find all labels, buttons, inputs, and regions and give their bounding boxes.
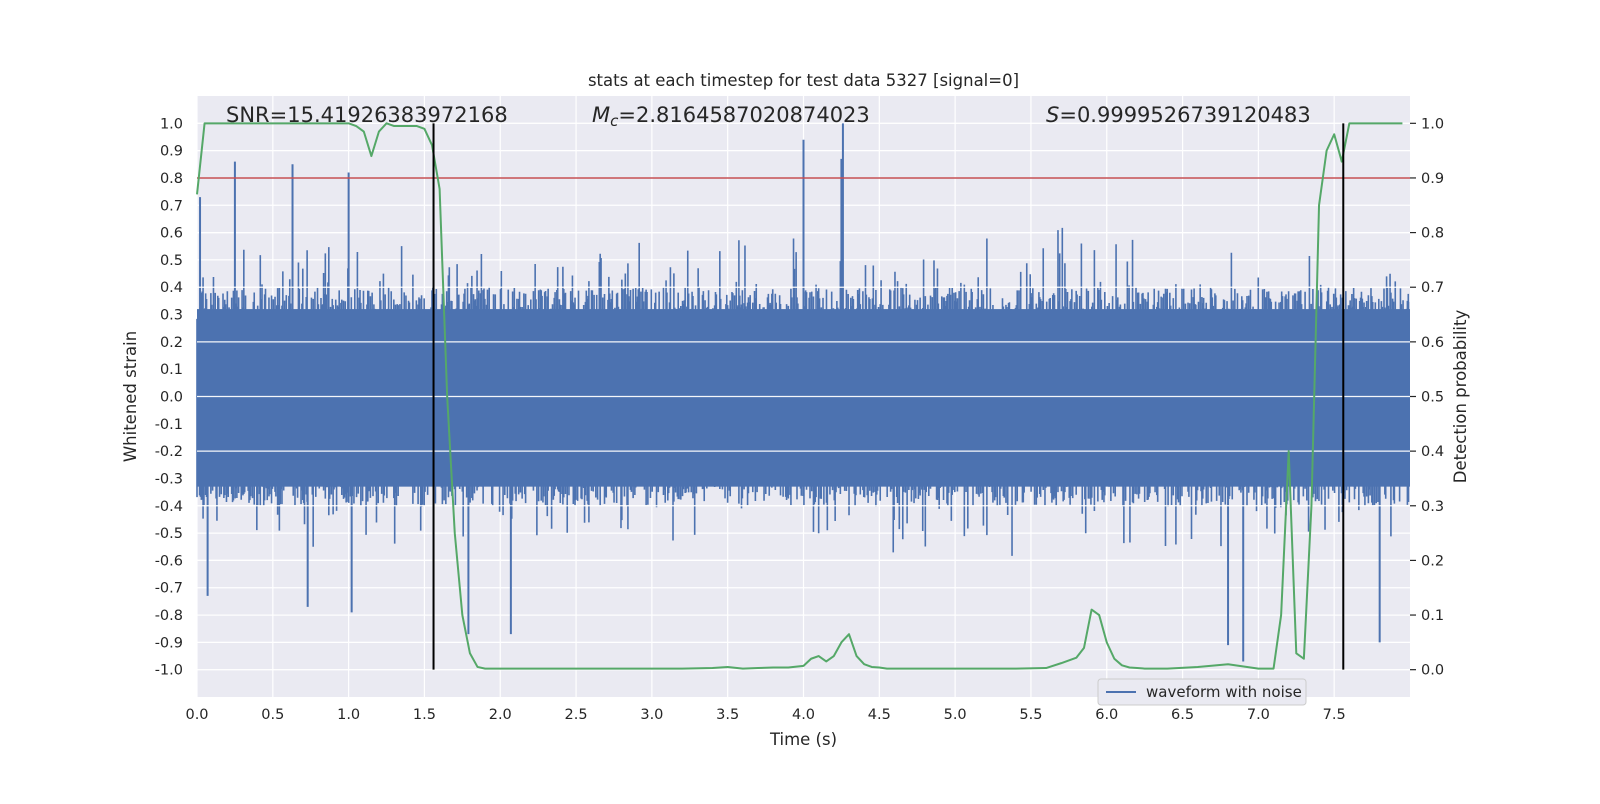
mc-value: =2.8164587020874023 [618, 103, 869, 127]
y-right-tick-label: 1.0 [1421, 116, 1444, 132]
tick-layer: 0.0 0.5 1.0 1.5 2.0 2.5 3.0 3.5 4.0 4.5 5.0 5.5 6.0 6… [155, 116, 1444, 723]
y-left-tick-label: 0.8 [160, 171, 183, 187]
score-annotation: S=0.9999526739120483 [1046, 103, 1311, 127]
s-symbol: S [1046, 103, 1059, 127]
x-tick-label: 7.0 [1247, 707, 1270, 723]
x-tick-label: 3.5 [716, 707, 739, 723]
x-tick-label: 7.5 [1323, 707, 1346, 723]
x-tick-label: 3.0 [640, 707, 663, 723]
y-right-tick-label: 0.5 [1421, 390, 1444, 406]
x-tick-label: 0.5 [261, 707, 284, 723]
y-left-tick-label: -0.1 [155, 417, 183, 433]
y-left-tick-label: -0.2 [155, 444, 183, 460]
x-tick-label: 5.5 [1019, 707, 1042, 723]
y-left-tick-label: -1.0 [155, 663, 183, 679]
y-left-tick-label: 0.6 [160, 226, 183, 242]
s-value: =0.9999526739120483 [1059, 103, 1310, 127]
y-right-tick-label: 0.7 [1421, 280, 1444, 296]
strain-layer [196, 123, 1410, 662]
y-left-tick-label: 0.2 [160, 335, 183, 351]
y-left-tick-label: 0.7 [160, 198, 183, 214]
y-right-tick-label: 0.0 [1421, 663, 1444, 679]
y-axis-right-label: Detection probability [1451, 310, 1470, 484]
mc-subscript: c [610, 112, 619, 130]
snr-annotation: SNR=15.41926383972168 [226, 103, 508, 127]
x-tick-label: 5.0 [944, 707, 967, 723]
y-left-tick-label: -0.6 [155, 553, 183, 569]
y-left-tick-label: 0.3 [160, 308, 183, 324]
x-tick-label: 2.5 [565, 707, 588, 723]
legend-label-waveform: waveform with noise [1146, 683, 1302, 701]
mc-symbol: M [592, 103, 610, 127]
y-left-tick-label: 0.1 [160, 362, 183, 378]
y-left-tick-label: 0.4 [160, 280, 183, 296]
x-tick-label: 6.5 [1171, 707, 1194, 723]
y-left-tick-label: -0.5 [155, 526, 183, 542]
y-left-tick-label: 1.0 [160, 116, 183, 132]
vertical-lines-layer [432, 123, 1345, 670]
x-tick-label: 2.0 [489, 707, 512, 723]
y-left-tick-label: -0.3 [155, 471, 183, 487]
y-left-tick-label: 0.0 [160, 390, 183, 406]
x-axis-label: Time (s) [769, 730, 837, 749]
y-axis-left-label: Whitened strain [121, 331, 140, 462]
x-tick-label: 4.0 [792, 707, 815, 723]
y-right-tick-label: 0.9 [1421, 171, 1444, 187]
y-left-tick-label: 0.9 [160, 144, 183, 160]
y-left-tick-label: -0.4 [155, 499, 183, 515]
chart-title: stats at each timestep for test data 532… [588, 71, 1019, 90]
x-tick-label: 1.5 [413, 707, 436, 723]
y-left-tick-label: -0.7 [155, 581, 183, 597]
y-right-tick-label: 0.3 [1421, 499, 1444, 515]
x-tick-label: 1.0 [337, 707, 360, 723]
legend: waveform with noise [1097, 678, 1307, 706]
y-right-tick-label: 0.2 [1421, 553, 1444, 569]
y-right-tick-label: 0.8 [1421, 226, 1444, 242]
y-left-tick-label: -0.9 [155, 635, 183, 651]
x-tick-label: 6.0 [1095, 707, 1118, 723]
y-right-tick-label: 0.6 [1421, 335, 1444, 351]
probability-line [196, 122, 1403, 670]
y-left-tick-label: -0.8 [155, 608, 183, 624]
x-tick-label: 0.0 [185, 707, 208, 723]
y-right-tick-label: 0.1 [1421, 608, 1444, 624]
chirp-mass-annotation: Mc=2.8164587020874023 [592, 103, 870, 130]
y-right-tick-label: 0.4 [1421, 444, 1444, 460]
y-left-tick-label: 0.5 [160, 253, 183, 269]
probability-layer [196, 122, 1403, 670]
x-tick-label: 4.5 [868, 707, 891, 723]
legend-box [1097, 678, 1307, 706]
